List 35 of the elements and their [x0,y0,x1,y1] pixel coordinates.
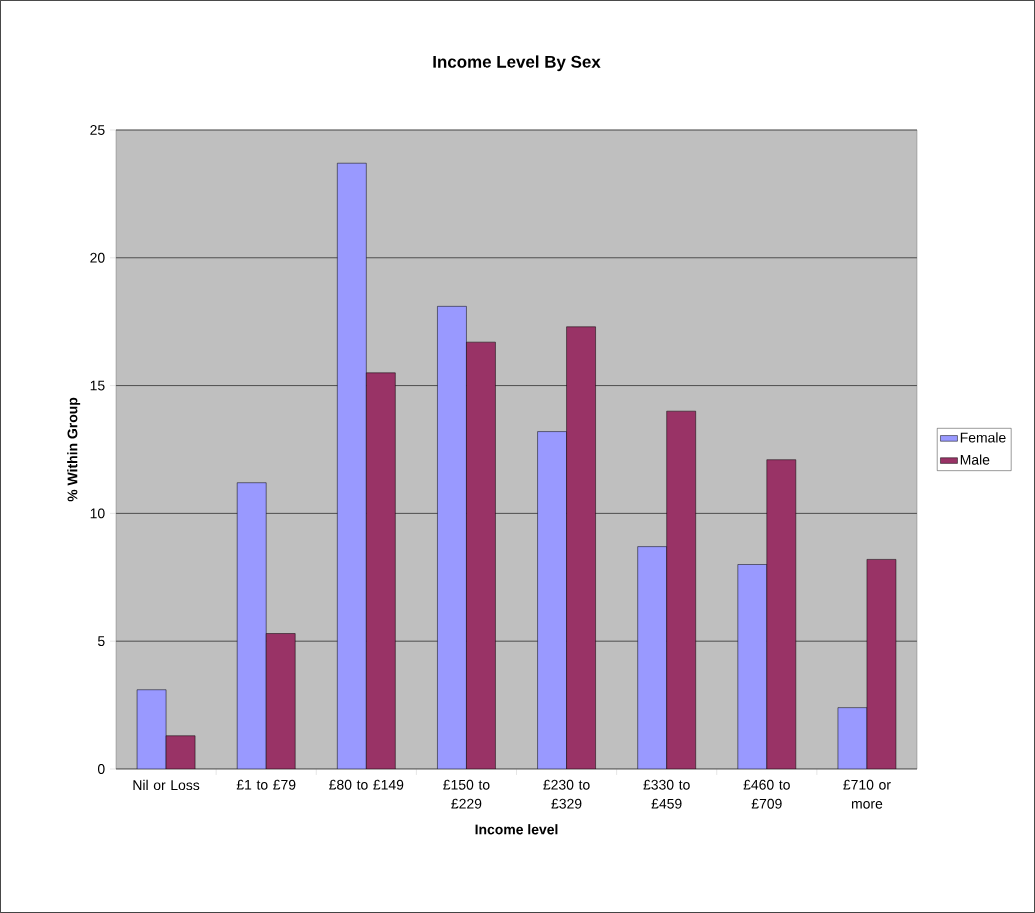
bar [165,735,196,769]
x-tick-label: £80 to £149 [329,779,404,790]
bar [466,341,496,769]
bar [136,689,167,769]
y-tick-label: 5 [97,636,105,647]
y-tick-label: 15 [90,380,105,391]
legend-label: Male [960,454,990,465]
x-tick-label: £1 to £79 [236,779,296,790]
y-tick-label: 20 [90,252,105,263]
bar [337,162,367,769]
x-tick-label: £230 to £329 [543,779,590,809]
x-tick-label: £460 to £709 [743,779,790,809]
bar [537,431,567,769]
bar [866,559,897,769]
bar [637,546,667,769]
x-tick-label: £710 or more [843,779,891,809]
y-tick-label: 10 [90,508,105,519]
bar [666,410,696,769]
bar [236,482,267,769]
x-tick-label: Nil or Loss [133,779,200,791]
x-tick-label: £330 to £459 [643,779,690,809]
y-tick-label: 0 [97,764,105,774]
bar [766,459,797,769]
bar [437,306,467,769]
y-axis-title: % Within Group [67,397,81,502]
bar [837,707,868,769]
bar [366,372,396,769]
x-tick-label: £150 to £229 [443,779,490,809]
chart-title: Income Level By Sex [433,55,601,72]
x-axis-title: Income level [475,824,558,835]
legend-label: Female [960,432,1006,443]
y-tick-label: 25 [90,125,105,135]
bar [265,633,296,769]
bar [737,564,768,769]
bar [566,326,596,769]
